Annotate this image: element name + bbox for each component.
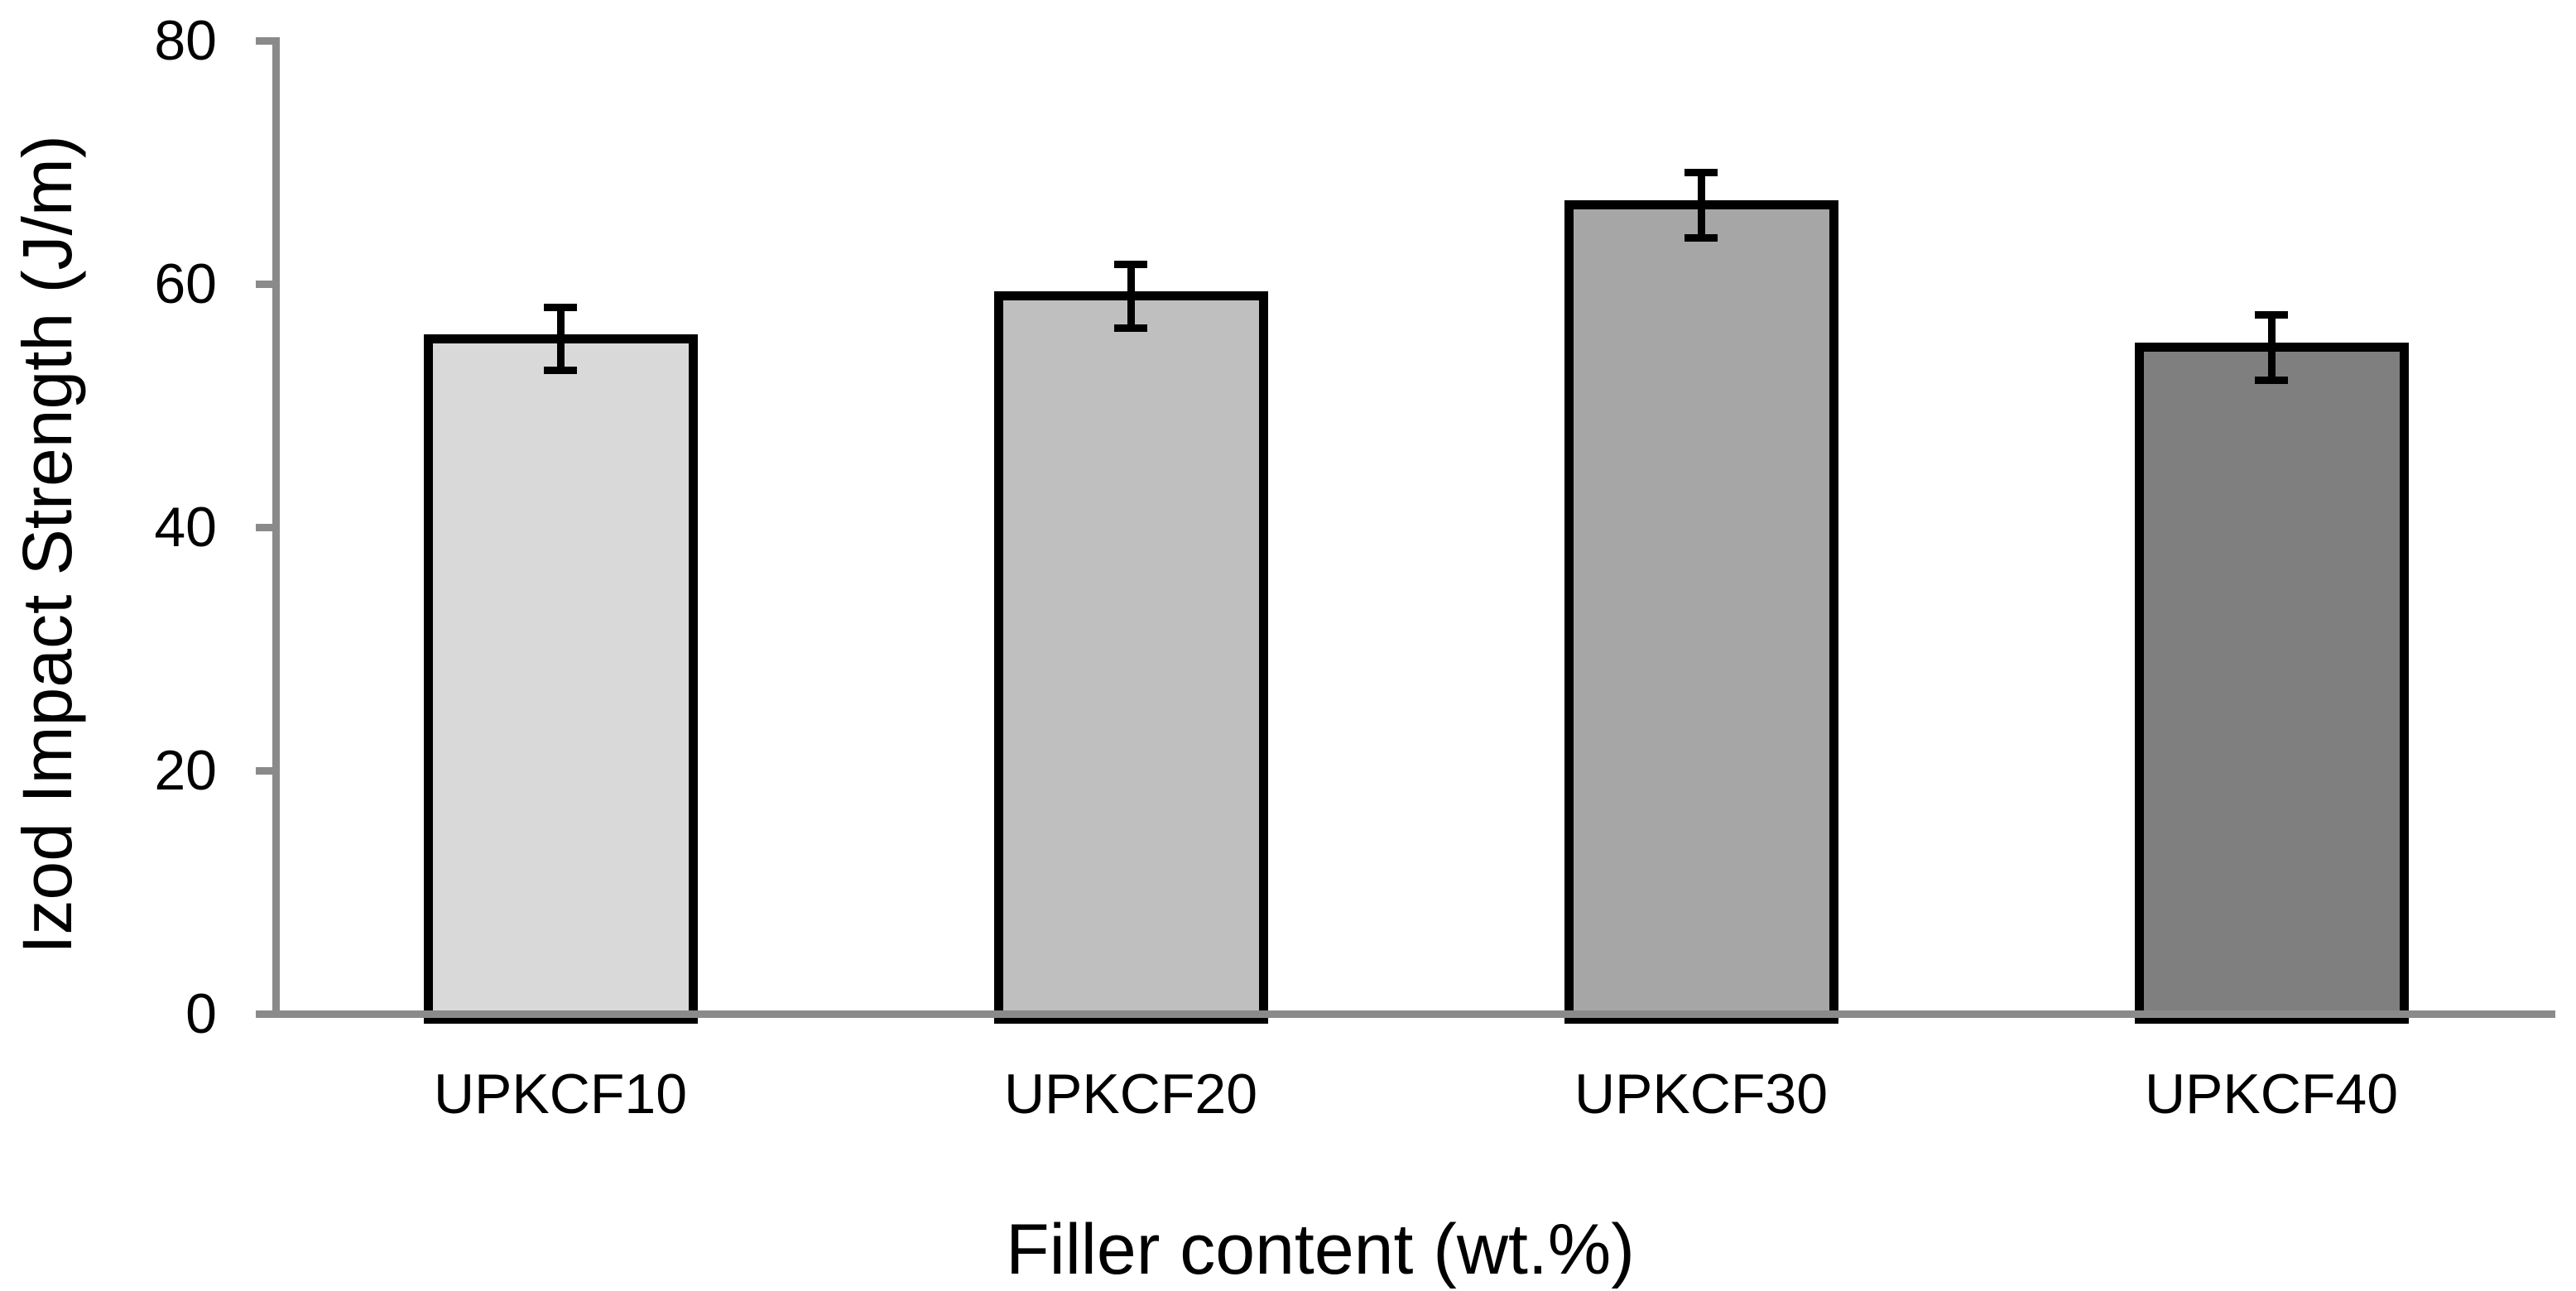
bar-UPKCF20 xyxy=(994,291,1268,1024)
error-bar-cap-top xyxy=(544,304,577,311)
error-bar-cap-bottom xyxy=(544,367,577,374)
error-bar-line xyxy=(557,307,565,370)
y-axis-line xyxy=(272,37,280,1018)
error-bar-cap-top xyxy=(1684,169,1718,176)
y-axis-tick xyxy=(256,37,276,45)
x-category-label: UPKCF20 xyxy=(1003,1063,1258,1125)
error-bar-cap-bottom xyxy=(2255,377,2288,384)
x-axis-line xyxy=(256,1010,2555,1018)
error-bar-line xyxy=(1127,264,1135,328)
bar-UPKCF30 xyxy=(1564,200,1838,1024)
bar-UPKCF40 xyxy=(2135,343,2409,1024)
y-axis-tick xyxy=(256,524,276,531)
y-axis-tick xyxy=(256,1010,276,1018)
y-axis-tick xyxy=(256,281,276,288)
error-bar-line xyxy=(1698,172,1705,238)
x-category-label: UPKCF30 xyxy=(1574,1063,1829,1125)
y-axis-tick xyxy=(256,767,276,775)
y-tick-label: 80 xyxy=(154,9,217,72)
error-bar-cap-bottom xyxy=(1684,234,1718,242)
x-category-label: UPKCF10 xyxy=(433,1063,688,1125)
error-bar-cap-top xyxy=(2255,311,2288,319)
y-tick-label: 20 xyxy=(154,739,217,802)
y-tick-label: 40 xyxy=(154,496,217,559)
y-tick-label: 0 xyxy=(185,982,217,1045)
error-bar-line xyxy=(2268,314,2276,380)
x-category-label: UPKCF40 xyxy=(2144,1063,2399,1125)
error-bar-cap-top xyxy=(1114,261,1147,268)
x-axis-title: Filler content (wt.%) xyxy=(1006,1210,1635,1289)
bar-UPKCF10 xyxy=(424,334,698,1024)
y-tick-label: 60 xyxy=(154,252,217,315)
error-bar-cap-bottom xyxy=(1114,324,1147,332)
